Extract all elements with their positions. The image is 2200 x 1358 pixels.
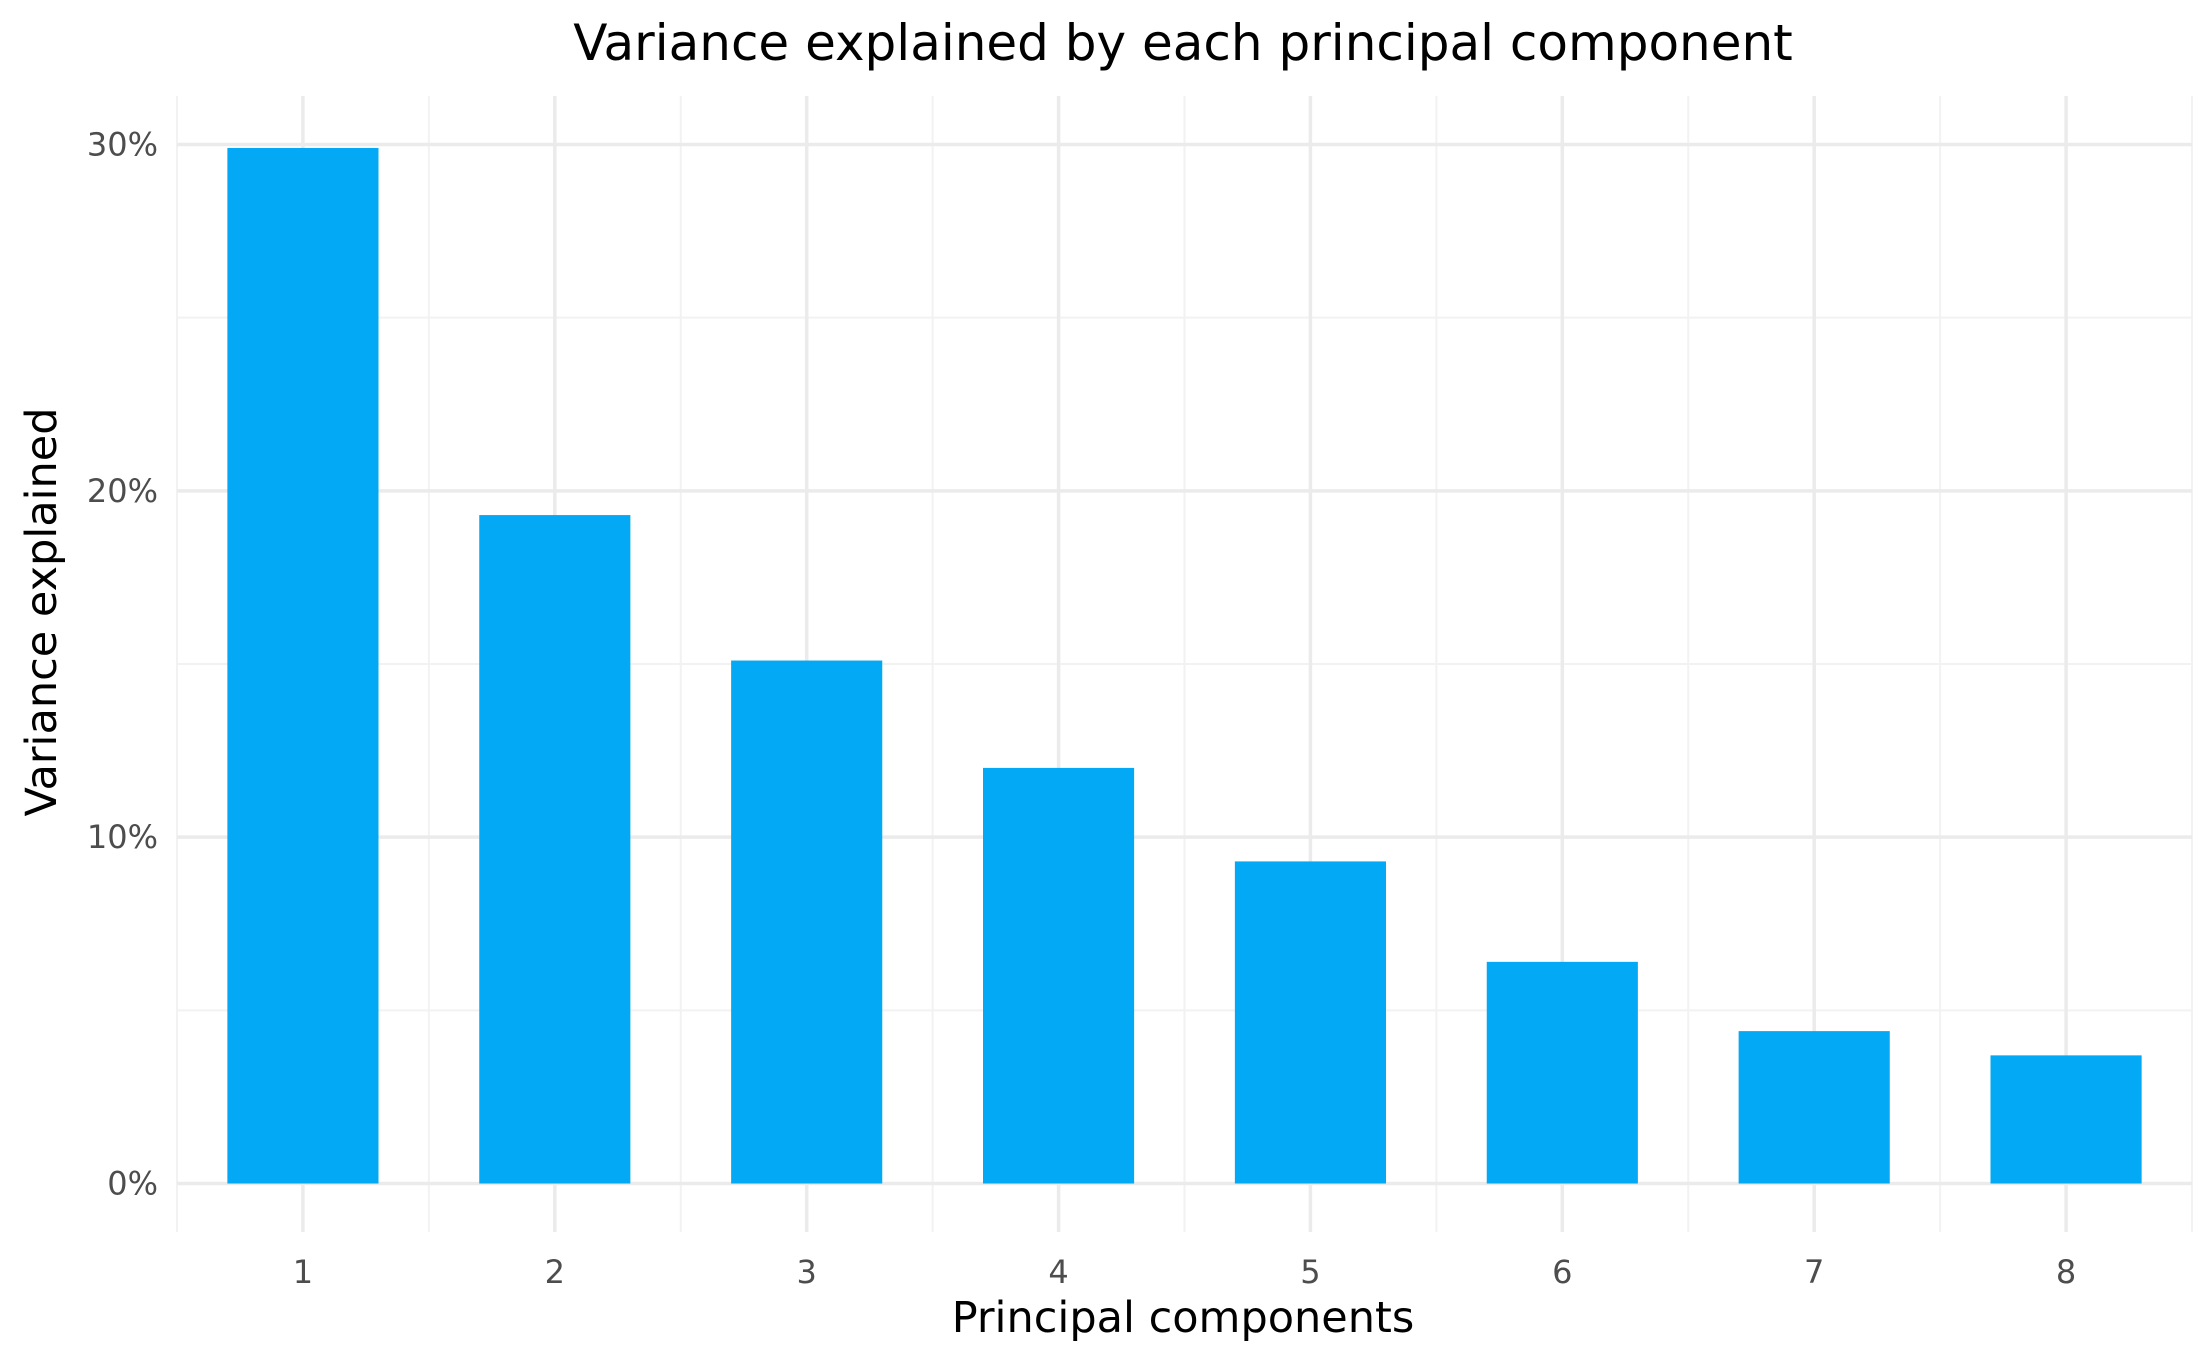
bar-7 (1738, 1031, 1890, 1184)
bar-2 (479, 515, 631, 1184)
x-tick-label: 1 (293, 1253, 313, 1291)
x-tick-label: 3 (797, 1253, 817, 1291)
x-axis-ticks: 1 2 3 4 5 6 7 8 (293, 1253, 2076, 1291)
x-tick-label: 7 (1804, 1253, 1824, 1291)
x-tick-label: 4 (1048, 1253, 1068, 1291)
x-tick-label: 5 (1300, 1253, 1320, 1291)
bars (227, 147, 2142, 1184)
x-tick-label: 8 (2056, 1253, 2076, 1291)
y-tick-label: 30% (87, 125, 158, 163)
x-tick-label: 6 (1552, 1253, 1572, 1291)
x-axis-title: Principal components (952, 1293, 1415, 1343)
bar-6 (1486, 961, 1638, 1184)
x-tick-label: 2 (545, 1253, 565, 1291)
chart-title: Variance explained by each principal com… (573, 14, 1793, 72)
bar-5 (1234, 861, 1386, 1184)
y-tick-label: 20% (87, 472, 158, 510)
y-axis-title: Variance explained (17, 407, 67, 816)
y-axis-ticks: 0% 10% 20% 30% (87, 125, 158, 1202)
y-tick-label: 0% (107, 1165, 158, 1203)
bar-1 (227, 147, 379, 1184)
y-tick-label: 10% (87, 818, 158, 856)
bar-3 (731, 660, 883, 1184)
bar-4 (983, 767, 1135, 1184)
bar-8 (1990, 1055, 2142, 1184)
